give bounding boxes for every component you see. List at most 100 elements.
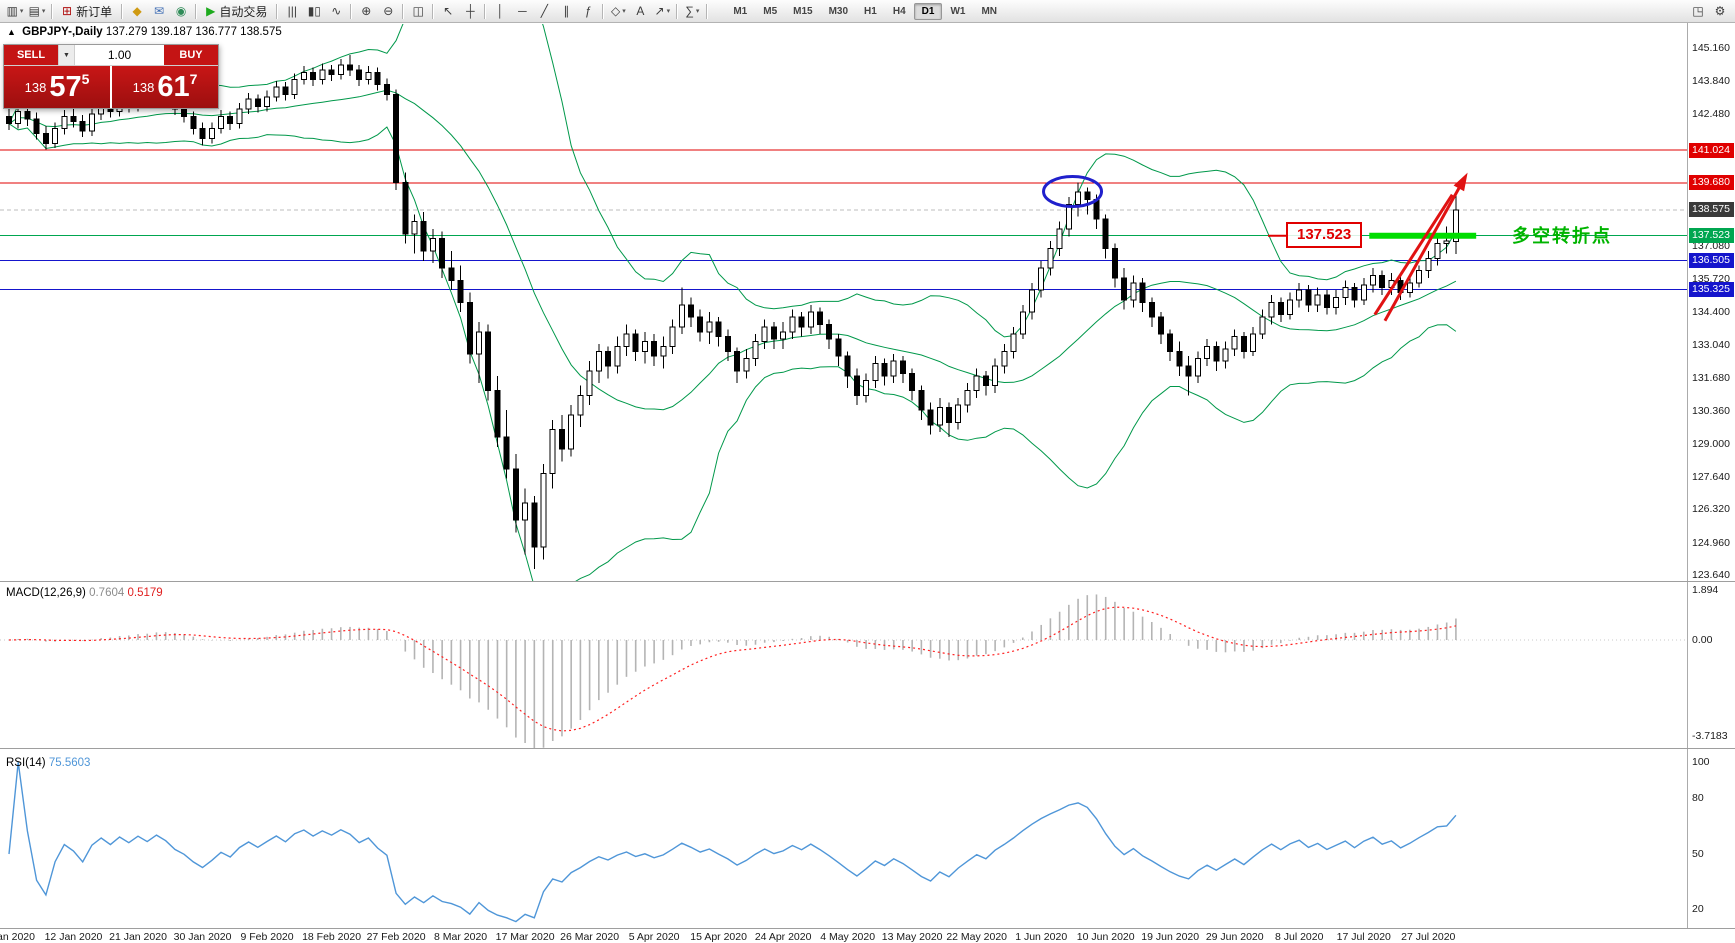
timeframe-m15[interactable]: M15 (793, 5, 813, 17)
zoom-out-icon[interactable]: ⊖ (377, 2, 399, 21)
timeframe-w1[interactable]: W1 (950, 5, 966, 17)
news-icon[interactable]: ◉ (170, 2, 192, 21)
arrange-windows-icon: ◳ (1692, 4, 1704, 18)
candle-body (365, 71, 372, 81)
symbol-period-label: GBPJPY-,Daily (22, 26, 103, 38)
candle-body (254, 98, 261, 108)
indicators-icon[interactable]: ∑ ▾ (681, 2, 703, 21)
candle-body (872, 363, 879, 382)
candle-body (356, 69, 363, 81)
candle-body (1250, 333, 1257, 352)
candle-body (1333, 296, 1340, 308)
price-axis[interactable] (1688, 22, 1735, 927)
zoom-in-icon: ⊕ (361, 4, 372, 18)
candle-body (1305, 289, 1312, 306)
chevron-down-icon[interactable]: ▾ (19, 8, 24, 15)
candle-body (1194, 358, 1201, 377)
volume-input[interactable] (75, 45, 164, 65)
toolbar: ▥ ▾ ▤ ▾ ⊞ 新订单 ◆ ✉ ◉ ▶ 自动交易 ||| ▮▯ ∿ ⊕ ⊖ ◫ ↖ ┼ │ ─ ╱ ∥ ƒ ◇ ▾ A ↗ ▾ ∑ ▾ … (0, 0, 1735, 23)
candle-body (337, 64, 344, 76)
vertical-line-icon[interactable]: │ (489, 2, 511, 21)
chinese-note-text[interactable]: 多空转折点 (1512, 226, 1612, 246)
chart-profiles-icon[interactable]: ▤ ▾ (26, 2, 48, 21)
candle-body (1065, 203, 1072, 230)
candle-body (605, 350, 612, 367)
timeframe-m5[interactable]: M5 (763, 5, 778, 17)
candle-body (1121, 277, 1128, 301)
date-axis[interactable] (0, 928, 1735, 943)
shapes-icon[interactable]: ◇ ▾ (607, 2, 629, 21)
cursor-icon[interactable]: ↖ (437, 2, 459, 21)
trendline-icon[interactable]: ╱ (533, 2, 555, 21)
bar-chart-icon[interactable]: ||| (281, 2, 303, 21)
candle-body (1111, 248, 1118, 279)
arrange-windows-icon[interactable]: ◳ (1687, 2, 1709, 21)
tile-windows-icon: ◫ (412, 4, 424, 18)
toolbar-separator (402, 3, 405, 19)
candle-body (927, 409, 934, 426)
new-chart-icon[interactable]: ▥ ▾ (4, 2, 26, 21)
trend-arrow[interactable] (1373, 193, 1454, 316)
timeframe-m30[interactable]: M30 (828, 5, 849, 17)
candlestick-chart-icon[interactable]: ▮▯ (303, 2, 325, 21)
timeframe-h1[interactable]: H1 (864, 5, 877, 17)
sell-price-button[interactable]: 138 57 5 (4, 66, 110, 108)
candle-body (1176, 350, 1183, 367)
new-order-button[interactable]: ⊞ 新订单 (56, 2, 118, 21)
candle-body (494, 389, 501, 438)
new-order-button: ⊞ (62, 4, 73, 18)
timeframe-mn[interactable]: MN (981, 5, 997, 17)
level-callout-box[interactable]: 137.523 (1286, 222, 1363, 248)
chevron-down-icon[interactable]: ▾ (622, 8, 626, 15)
volume-dropdown[interactable]: ▼ (58, 45, 75, 65)
panel-splitter[interactable] (0, 581, 1735, 585)
horizontal-line-icon[interactable]: ─ (511, 2, 533, 21)
candle-body (1167, 333, 1174, 352)
cursor-icon: ↖ (443, 4, 454, 18)
mailbox-icon[interactable]: ✉ (148, 2, 170, 21)
options-icon: ⚙ (1714, 4, 1726, 18)
toolbar-separator (350, 3, 353, 19)
candle-body (70, 115, 77, 122)
candle-body (15, 110, 22, 125)
channel-icon[interactable]: ∥ (555, 2, 577, 21)
panel-splitter[interactable] (0, 748, 1735, 752)
candle-body (687, 304, 694, 318)
alerts-icon[interactable]: ◆ (126, 2, 148, 21)
candle-body (1434, 243, 1441, 259)
rsi-line (8, 762, 1457, 923)
candle-body (558, 429, 565, 450)
toolbar-separator (276, 3, 279, 19)
chevron-down-icon[interactable]: ▾ (41, 8, 46, 15)
options-icon[interactable]: ⚙ (1709, 2, 1731, 21)
one-click-collapse-toggle[interactable]: ▲ (7, 27, 16, 37)
timeframe-h4[interactable]: H4 (892, 5, 906, 17)
zoom-in-icon[interactable]: ⊕ (355, 2, 377, 21)
text-icon[interactable]: A (629, 2, 651, 21)
candle-body (1416, 270, 1423, 284)
crosshair-icon[interactable]: ┼ (459, 2, 481, 21)
candle-body (1425, 257, 1432, 272)
autotrade-button[interactable]: ▶ 自动交易 (200, 2, 273, 21)
candle-body (1102, 218, 1109, 250)
highlight-ellipse[interactable] (1042, 175, 1104, 209)
line-chart-icon[interactable]: ∿ (325, 2, 347, 21)
chevron-down-icon[interactable]: ▾ (666, 8, 671, 15)
arrow-objects-icon[interactable]: ↗ ▾ (651, 2, 673, 21)
toolbar-right-group: ◳ ⚙ (1687, 2, 1731, 21)
sell-button[interactable]: SELL (4, 45, 58, 65)
tile-windows-icon[interactable]: ◫ (407, 2, 429, 21)
candle-body (1379, 274, 1386, 289)
candle-body (586, 370, 593, 396)
macd-layer (0, 594, 1687, 748)
trend-arrow[interactable] (1383, 178, 1466, 322)
timeframe-d1[interactable]: D1 (913, 2, 943, 20)
candle-body (1038, 267, 1045, 291)
buy-price-button[interactable]: 138 61 7 (112, 66, 218, 108)
chevron-down-icon[interactable]: ▾ (695, 8, 700, 15)
buy-button[interactable]: BUY (164, 45, 218, 65)
macd-label: MACD(12,26,9) 0.7604 0.5179 (6, 587, 163, 599)
timeframe-m1[interactable]: M1 (733, 5, 748, 17)
fibonacci-icon[interactable]: ƒ (577, 2, 599, 21)
